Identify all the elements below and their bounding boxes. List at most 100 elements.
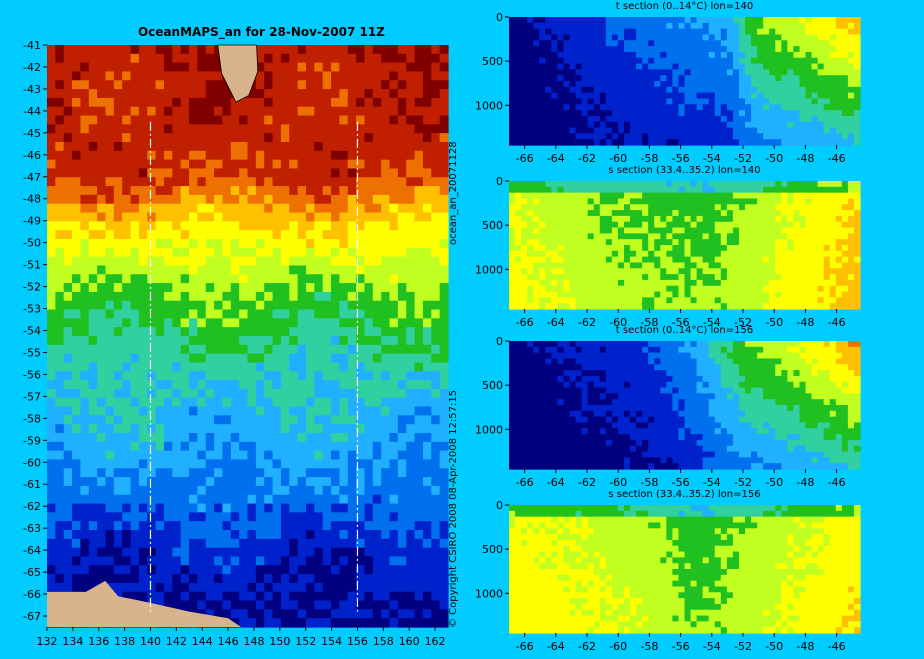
section-x-tick-label: -52 <box>734 152 752 165</box>
section-y-tick-label: 1000 <box>475 587 503 600</box>
section-x-tick-label: -56 <box>672 476 690 489</box>
map-x-tick-label: 144 <box>192 635 213 648</box>
map-y-tick-label: -61 <box>23 478 41 491</box>
section-x-tick-label: -58 <box>640 640 658 653</box>
section-x-tick-label: -60 <box>609 640 627 653</box>
section-y-tick-label: 1000 <box>475 263 503 276</box>
map-x-tick-label: 150 <box>269 635 290 648</box>
map-y-tick-label: -43 <box>23 83 41 96</box>
section4-chart: 0 500 1000 -66 -64 -62 -60 -58 -56 -54 -52 -50 -48 -4… <box>470 501 870 659</box>
map-y-tick-label: -56 <box>23 368 41 381</box>
map-x-tick-label: 162 <box>425 635 446 648</box>
section2-title: s section (33.4..35.2) lon=140 <box>509 165 860 176</box>
section-x-tick-label: -46 <box>828 152 846 165</box>
map-y-tick-label: -67 <box>23 610 41 623</box>
map-x-tick-label: 156 <box>347 635 368 648</box>
map-y-tick-label: -47 <box>23 171 41 184</box>
section-x-tick-label: -50 <box>765 152 783 165</box>
section-y-tick-label: 500 <box>482 543 503 556</box>
section-field <box>509 17 861 146</box>
section2-chart: 05001000-66-64-62-60-58-56-54-52-50-48-4… <box>470 177 870 335</box>
section-x-tick-label: -54 <box>703 152 721 165</box>
section4-title: s section (33.4..35.2) lon=156 <box>509 489 860 500</box>
section-x-tick-label: -62 <box>578 152 596 165</box>
section-x-tick-label: -48 <box>796 152 814 165</box>
map-x-tick-label: 154 <box>321 635 342 648</box>
map-y-tick-label: -52 <box>23 281 41 294</box>
section-x-tick-label: -54 <box>703 640 721 653</box>
section-x-tick-label: -62 <box>578 640 596 653</box>
section-field <box>509 181 861 310</box>
section-x-tick-label: -64 <box>547 640 565 653</box>
section-x-tick-label: -66 <box>516 476 534 489</box>
section3-title: t section (0..14°C) lon=156 <box>509 325 860 336</box>
map-x-tick-label: 152 <box>295 635 316 648</box>
section-y-tick-label: 500 <box>482 219 503 232</box>
section-x-tick-label: -52 <box>734 640 752 653</box>
map-y-tick-label: -57 <box>23 390 41 403</box>
section-field <box>509 341 861 470</box>
section-x-tick-label: -62 <box>578 476 596 489</box>
section-y-tick-label: 0 <box>496 177 503 188</box>
map-y-tick-label: -55 <box>23 346 41 359</box>
map-y-tick-label: -66 <box>23 588 41 601</box>
map-x-tick-label: 132 <box>37 635 58 648</box>
section-x-tick-label: -60 <box>609 152 627 165</box>
map-y-tick-label: -60 <box>23 456 41 469</box>
section3-chart: 0 500 1000 -66 -64 -62 -60 -58 -56 -54 -52 -50 -48 -4… <box>470 337 870 495</box>
map-y-tick-label: -62 <box>23 500 41 513</box>
map-y-tick-label: -59 <box>23 434 41 447</box>
map-x-tick-label: 136 <box>88 635 109 648</box>
section-x-tick-label: -56 <box>672 640 690 653</box>
map-y-tick-label: -65 <box>23 566 41 579</box>
map-y-tick-label: -51 <box>23 259 41 272</box>
section-x-tick-label: -52 <box>734 476 752 489</box>
map-y-tick-label: -45 <box>23 127 41 140</box>
map-y-tick-label: -63 <box>23 522 41 535</box>
section-y-tick-label: 1000 <box>475 423 503 436</box>
map-y-tick-label: -48 <box>23 193 41 206</box>
copyright-footer: © Copyright CSIRO 2008 08-Apr-2008 12:57… <box>448 390 459 628</box>
section-x-tick-label: -46 <box>828 476 846 489</box>
section-x-tick-label: -66 <box>516 152 534 165</box>
map-y-tick-label: -46 <box>23 149 41 162</box>
map-field <box>47 45 449 628</box>
map-y-tick-label: -64 <box>23 544 41 557</box>
section-x-tick-label: -46 <box>828 640 846 653</box>
map-x-tick-label: 158 <box>373 635 394 648</box>
map-x-tick-label: 140 <box>140 635 161 648</box>
section-x-tick-label: -58 <box>640 476 658 489</box>
section-x-tick-label: -66 <box>516 640 534 653</box>
section-x-tick-label: -56 <box>672 152 690 165</box>
section-x-tick-label: -60 <box>609 476 627 489</box>
map-x-tick-label: 134 <box>62 635 83 648</box>
section1-chart: 05001000-66-64-62-60-58-56-54-52-50-48-4… <box>470 13 870 171</box>
map-x-tick-label: 146 <box>218 635 239 648</box>
section-field <box>509 505 861 634</box>
section-x-tick-label: -50 <box>765 476 783 489</box>
map-y-axis: -41-42-43-44-45-46-47-48-49-50-51-52-53-… <box>23 39 47 623</box>
map-x-tick-label: 142 <box>166 635 187 648</box>
section-y-tick-label: 0 <box>496 501 503 512</box>
section-y-tick-label: 0 <box>496 13 503 24</box>
map-x-tick-label: 160 <box>399 635 420 648</box>
map-y-tick-label: -53 <box>23 303 41 316</box>
section-y-tick-label: 0 <box>496 337 503 348</box>
map-y-tick-label: -58 <box>23 412 41 425</box>
map-x-tick-label: 148 <box>243 635 264 648</box>
section-x-tick-label: -58 <box>640 152 658 165</box>
section-x-tick-label: -48 <box>796 640 814 653</box>
map-y-tick-label: -42 <box>23 61 41 74</box>
section-y-tick-label: 500 <box>482 55 503 68</box>
section-x-tick-label: -64 <box>547 152 565 165</box>
map-chart: -41-42-43-44-45-46-47-48-49-50-51-52-53-… <box>0 0 460 656</box>
section1-title: t section (0..14°C) lon=140 <box>509 1 860 12</box>
map-y-tick-label: -50 <box>23 237 41 250</box>
section-x-tick-label: -50 <box>765 640 783 653</box>
section-y-tick-label: 500 <box>482 379 503 392</box>
section-x-tick-label: -48 <box>796 476 814 489</box>
section-x-tick-label: -54 <box>703 476 721 489</box>
map-y-tick-label: -54 <box>23 325 41 338</box>
map-y-tick-label: -44 <box>23 105 41 118</box>
section-x-tick-label: -64 <box>547 476 565 489</box>
